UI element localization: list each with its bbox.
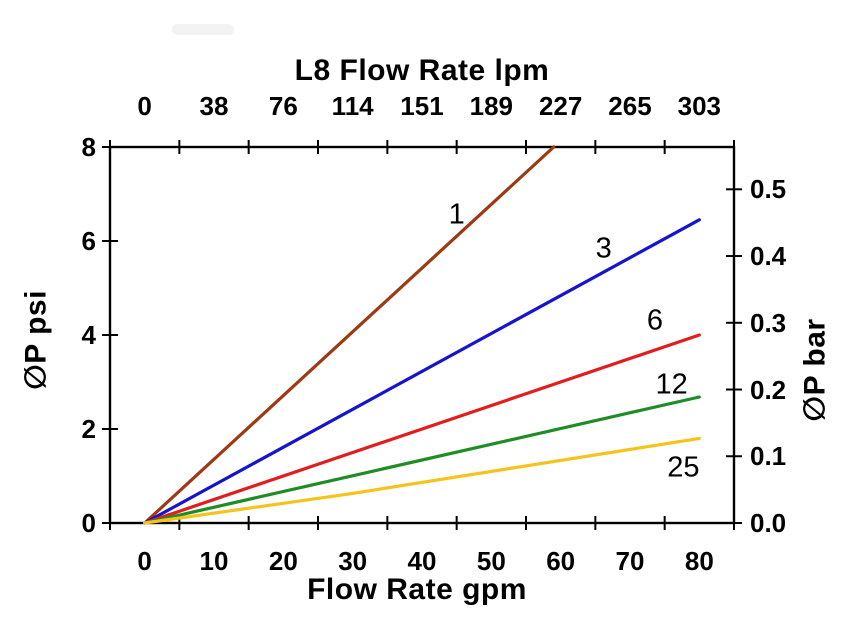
right-tick-label-0.3: 0.3 <box>750 307 787 338</box>
bottom-axis-title: Flow Rate gpm <box>307 573 527 606</box>
top-tick-label-303: 303 <box>677 91 722 121</box>
bottom-tick-label-60: 60 <box>546 546 576 576</box>
series-label-6: 6 <box>646 304 664 337</box>
top-tick-label-0: 0 <box>137 91 152 121</box>
top-tick-label-265: 265 <box>608 91 652 121</box>
top-tick-label-151: 151 <box>400 91 444 121</box>
series-label-3: 3 <box>595 232 612 265</box>
left-tick-label-8: 8 <box>81 132 96 162</box>
bottom-tick-label-50: 50 <box>476 546 506 576</box>
right-tick-label-0.4: 0.4 <box>750 241 787 272</box>
top-tick-label-38: 38 <box>199 91 229 121</box>
series-label-25: 25 <box>667 451 700 484</box>
faint-watermark-artifact <box>172 24 234 35</box>
top-tick-label-114: 114 <box>331 91 374 121</box>
right-tick-label-0.0: 0.0 <box>750 508 787 538</box>
series-line-3 <box>143 218 701 525</box>
top-axis-title: L8 Flow Rate lpm <box>294 54 550 87</box>
bottom-tick-label-80: 80 <box>684 546 714 576</box>
left-tick-label-6: 6 <box>81 226 96 256</box>
right-tick-label-0.1: 0.1 <box>750 441 787 472</box>
left-tick-label-4: 4 <box>81 320 96 350</box>
right-tick-label-0.2: 0.2 <box>750 374 787 405</box>
bottom-tick-label-0: 0 <box>137 546 152 576</box>
series-line-25 <box>143 436 701 525</box>
series-line-1 <box>143 145 556 525</box>
right-tick-label-0.5: 0.5 <box>750 174 787 205</box>
left-axis-title: ∅P psi <box>19 290 53 390</box>
bottom-tick-label-40: 40 <box>407 546 437 576</box>
bottom-tick-label-70: 70 <box>615 546 645 576</box>
series-line-12 <box>143 395 701 525</box>
top-tick-label-227: 227 <box>538 91 583 121</box>
plot-frame <box>108 145 736 525</box>
top-tick-label-76: 76 <box>268 91 298 121</box>
series-label-1: 1 <box>448 198 465 231</box>
bottom-tick-label-10: 10 <box>199 546 229 576</box>
series-label-12: 12 <box>655 368 688 401</box>
top-tick-label-189: 189 <box>469 91 514 121</box>
bottom-tick-label-30: 30 <box>338 546 368 576</box>
bottom-tick-label-20: 20 <box>268 546 298 576</box>
series-line-6 <box>143 333 701 525</box>
right-axis-title: ∅P bar <box>798 318 832 422</box>
left-tick-label-0: 0 <box>81 508 96 538</box>
left-tick-label-2: 2 <box>81 414 96 444</box>
